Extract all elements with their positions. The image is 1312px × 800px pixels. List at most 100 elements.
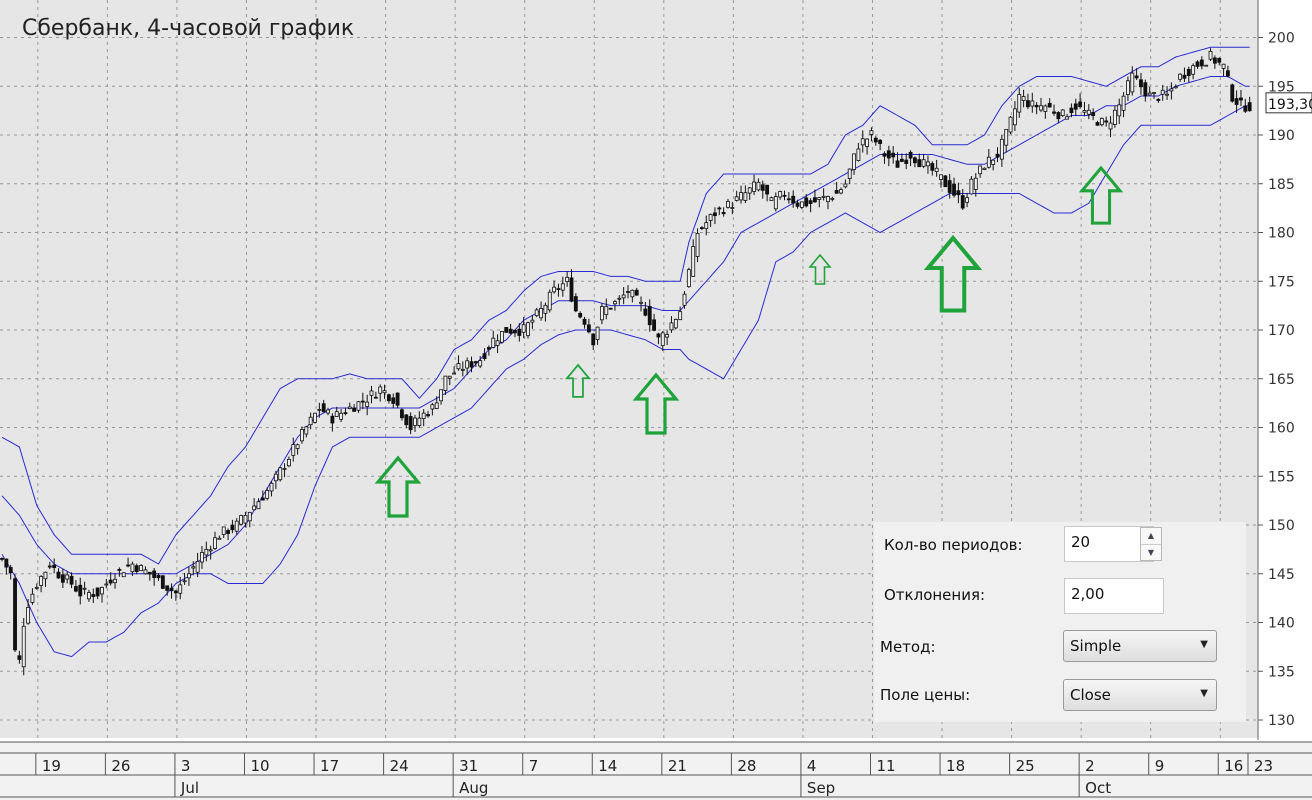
method-label: Метод: <box>880 638 936 656</box>
buy-signal-arrow <box>923 234 983 313</box>
candle-body <box>817 197 822 200</box>
month-label: Aug <box>459 779 488 797</box>
candle-body <box>152 570 157 578</box>
candle-body <box>460 368 465 371</box>
y-tick-label: 160 <box>1268 421 1295 437</box>
method-select[interactable]: Simple ▼ <box>1063 630 1217 662</box>
periods-input[interactable]: 20 <box>1064 526 1154 562</box>
candle-body <box>899 158 904 162</box>
candle-body <box>1078 101 1083 107</box>
candle-body <box>304 426 309 435</box>
candle-body <box>413 417 417 426</box>
candle-body <box>1147 92 1152 96</box>
candle-body <box>669 322 674 331</box>
step-up-icon[interactable]: ▲ <box>1141 528 1161 545</box>
candle-body <box>182 580 187 583</box>
candle-body <box>117 569 122 571</box>
candle-body <box>1186 68 1191 76</box>
candle-body <box>734 196 739 201</box>
candle-body <box>243 515 248 524</box>
candle-body <box>852 153 856 170</box>
candle-body <box>39 576 44 586</box>
candle-body <box>769 197 774 201</box>
candle-body <box>569 277 574 302</box>
candle-body <box>95 587 100 597</box>
date-tick-label: 31 <box>459 757 478 775</box>
candle-body <box>1104 120 1109 123</box>
step-down-icon[interactable]: ▼ <box>1147 548 1155 557</box>
candle-body <box>269 482 274 492</box>
buy-signal-arrow <box>632 372 680 435</box>
candle-body <box>395 392 400 406</box>
periods-stepper[interactable]: ▲ ▼ <box>1140 527 1162 561</box>
candle-body <box>1247 102 1252 112</box>
candle-body <box>547 291 552 311</box>
candle-body <box>721 211 726 215</box>
candle-body <box>295 444 300 449</box>
candle-body <box>447 375 452 379</box>
candle-body <box>300 429 304 442</box>
price-field-select[interactable]: Close ▼ <box>1063 679 1217 711</box>
candle-body <box>517 328 522 336</box>
price-field-value: Close <box>1070 686 1111 704</box>
date-tick-label: 9 <box>1155 757 1165 775</box>
candle-body <box>69 575 74 585</box>
candle-body <box>1243 105 1248 112</box>
candle-body <box>643 308 648 316</box>
candle-body <box>1056 112 1061 120</box>
candle-body <box>60 574 65 583</box>
candle-body <box>452 372 457 375</box>
candle-body <box>869 130 874 135</box>
candle-body <box>286 458 291 467</box>
candle-body <box>1095 122 1100 126</box>
candle-body <box>969 178 974 195</box>
candle-body <box>1143 82 1148 97</box>
candle-body <box>891 152 896 158</box>
candle-body <box>256 501 261 510</box>
candle-body <box>808 200 813 204</box>
candle-body <box>773 196 778 210</box>
candle-body <box>952 183 956 196</box>
date-tick-label: 10 <box>250 757 269 775</box>
candle-body <box>760 184 765 191</box>
candle-body <box>330 415 335 424</box>
candle-body <box>34 586 39 589</box>
candle-body <box>630 289 635 298</box>
candle-body <box>260 497 265 501</box>
candle-body <box>1208 50 1213 60</box>
candle-body <box>291 444 296 456</box>
candle-body <box>739 192 743 201</box>
candle-body <box>1225 70 1230 77</box>
method-value: Simple <box>1070 637 1122 655</box>
date-tick-label: 28 <box>737 757 756 775</box>
candle-body <box>1126 80 1130 96</box>
deviation-label: Отклонения: <box>884 586 986 604</box>
candle-body <box>1021 96 1026 101</box>
date-tick-label: 23 <box>1254 757 1273 775</box>
candle-body <box>1060 109 1065 116</box>
y-tick-label: 145 <box>1268 567 1295 583</box>
candle-body <box>1239 97 1243 101</box>
candle-body <box>847 168 852 180</box>
candle-body <box>578 313 583 318</box>
candle-body <box>856 148 861 161</box>
candle-body <box>321 403 326 413</box>
candle-body <box>173 590 178 594</box>
candle-body <box>795 202 800 207</box>
candle-body <box>17 655 22 660</box>
deviation-input[interactable]: 2,00 <box>1064 578 1164 614</box>
y-tick-label: 185 <box>1268 177 1295 193</box>
date-tick-label: 11 <box>876 757 895 775</box>
candle-body <box>673 319 678 329</box>
candle-body <box>352 407 357 412</box>
candle-body <box>1030 100 1035 107</box>
candle-body <box>908 151 913 159</box>
candle-body <box>1152 92 1156 94</box>
candle-body <box>586 324 591 333</box>
candle-body <box>599 306 604 321</box>
candle-body <box>1195 61 1200 67</box>
candle-body <box>991 159 996 165</box>
candle-body <box>247 511 252 522</box>
